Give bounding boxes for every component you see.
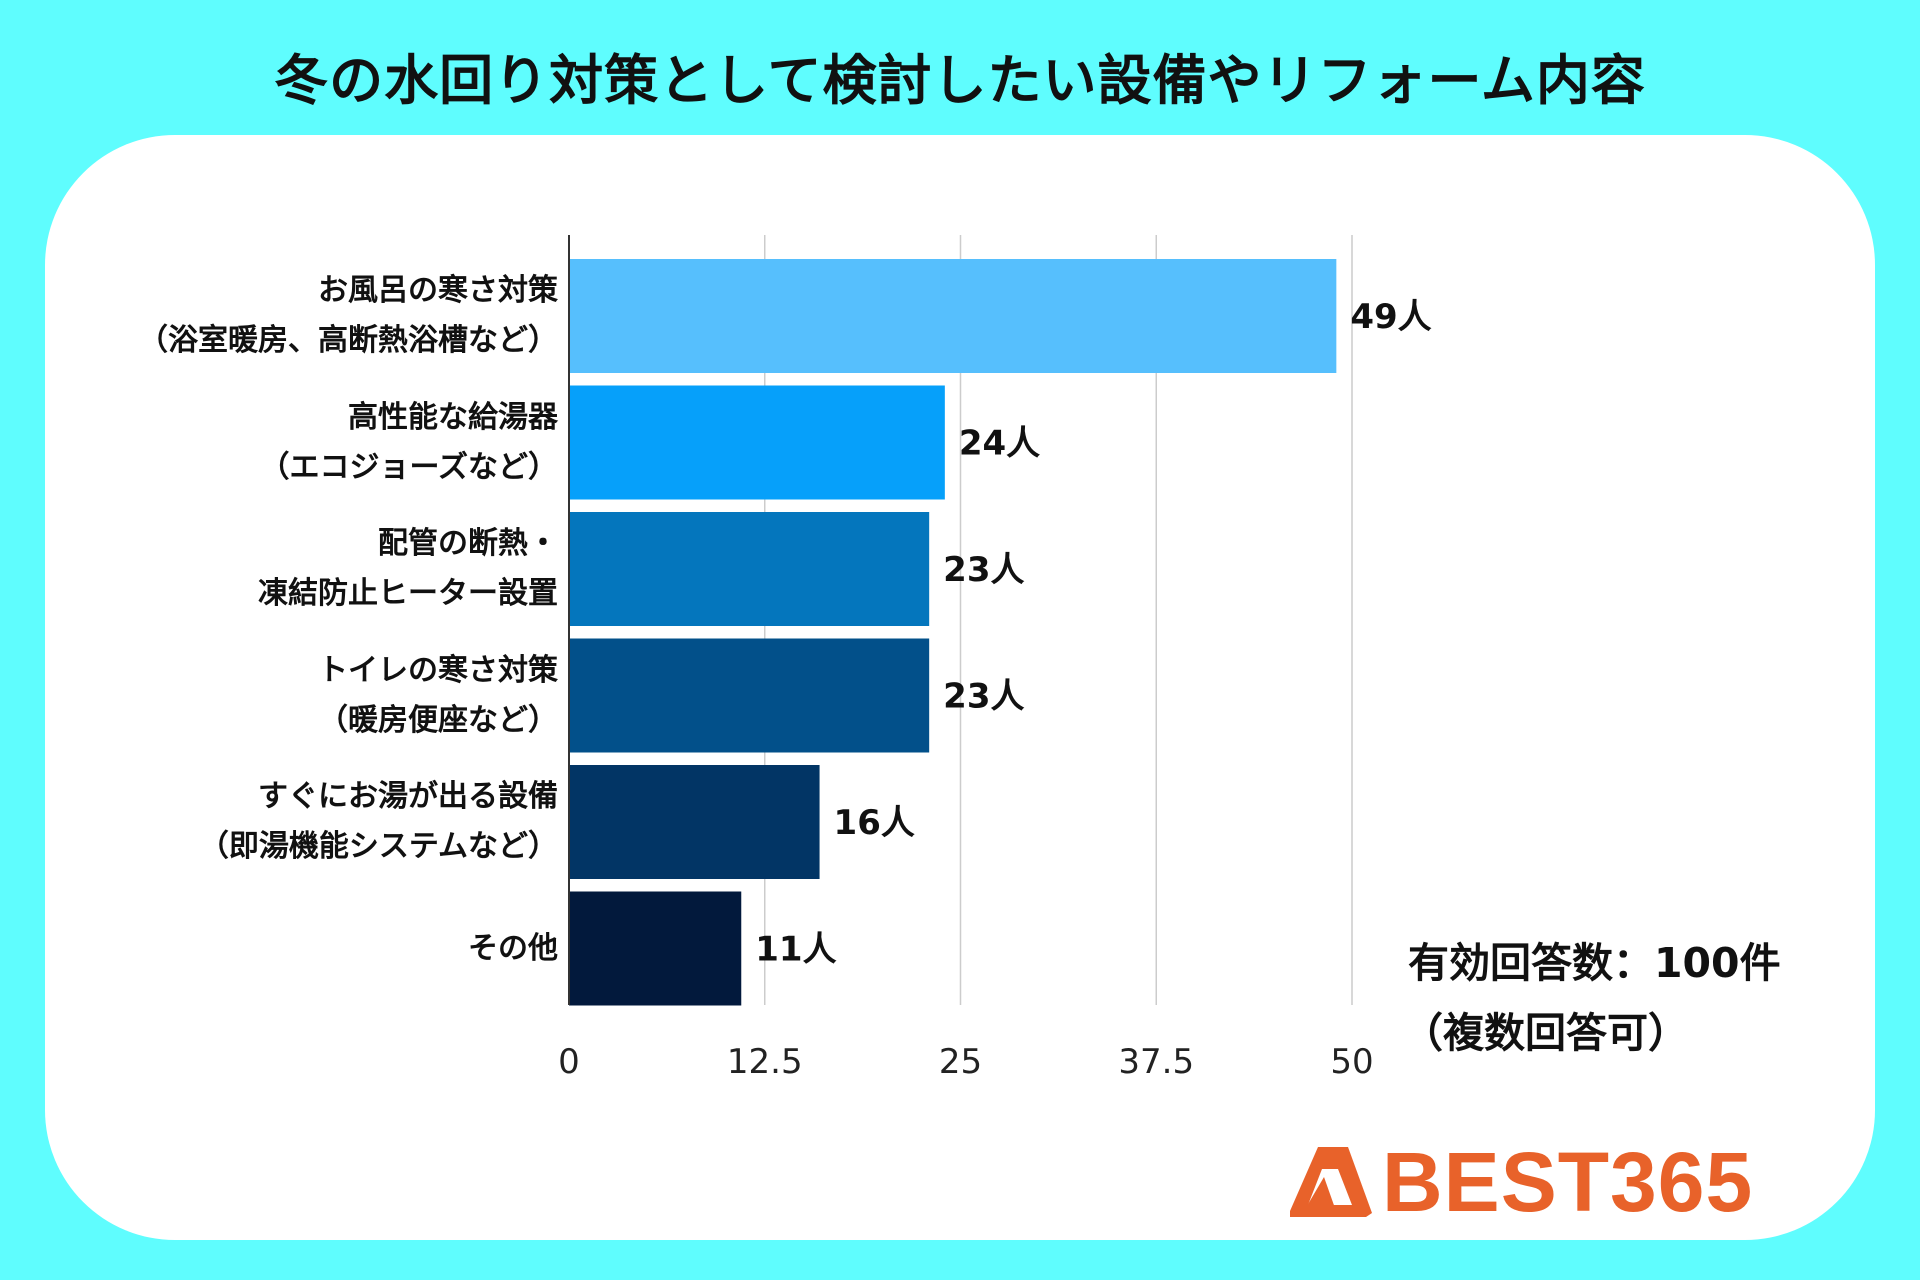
x-tick-label: 12.5 bbox=[727, 1042, 803, 1082]
response-multiple: （複数回答可） bbox=[1402, 1009, 1689, 1057]
y-tick-label-line: （浴室暖房、高断熱浴槽など） bbox=[138, 323, 558, 358]
data-label: 16人 bbox=[834, 803, 915, 843]
data-label: 11人 bbox=[755, 930, 836, 970]
brand-name: BEST365 bbox=[1382, 1135, 1754, 1229]
y-tick-label-line: 凍結防止ヒーター設置 bbox=[258, 576, 558, 611]
y-tick-label-line: （暖房便座など） bbox=[318, 702, 558, 738]
y-tick-label-line: その他 bbox=[468, 930, 558, 966]
y-tick-label: トイレの寒さ対策 （暖房便座など） bbox=[318, 646, 558, 746]
bar bbox=[569, 512, 930, 626]
brand-logo: BEST365 bbox=[1290, 1135, 1754, 1229]
y-tick-label: お風呂の寒さ対策 （浴室暖房、高断熱浴槽など） bbox=[138, 266, 558, 366]
bar bbox=[569, 259, 1337, 373]
x-tick-label: 25 bbox=[939, 1042, 982, 1082]
bar bbox=[569, 385, 945, 500]
y-tick-label: 配管の断熱・凍結防止ヒーター設置 bbox=[258, 519, 558, 619]
bar bbox=[569, 891, 742, 1006]
y-tick-label-line: すぐにお湯が出る設備 bbox=[258, 779, 558, 814]
y-tick-label-line: トイレの寒さ対策 bbox=[318, 652, 558, 688]
x-tick-label: 0 bbox=[558, 1042, 580, 1082]
response-note: 有効回答数：100件 （複数回答可） bbox=[1402, 928, 1781, 1068]
y-tick-label: その他 bbox=[468, 924, 558, 974]
y-tick-label-line: （即湯機能システムなど） bbox=[198, 829, 558, 864]
data-label: 23人 bbox=[943, 550, 1024, 590]
x-tick-label: 50 bbox=[1330, 1042, 1373, 1082]
y-tick-label-line: 高性能な給湯器 bbox=[348, 399, 558, 435]
chart-title: 冬の水回り対策として検討したい設備やリフォーム内容 bbox=[274, 49, 1646, 112]
y-tick-label-line: お風呂の寒さ対策 bbox=[318, 273, 558, 308]
y-tick-label-line: 配管の断熱・ bbox=[378, 526, 558, 561]
bar bbox=[569, 765, 820, 879]
y-tick-label: すぐにお湯が出る設備 （即湯機能システムなど） bbox=[199, 772, 558, 872]
response-count: 有効回答数：100件 bbox=[1408, 939, 1781, 987]
y-tick-label: 高性能な給湯器 （エコジョーズなど） bbox=[260, 393, 559, 493]
data-label: 49人 bbox=[1350, 297, 1431, 337]
x-tick-label: 37.5 bbox=[1118, 1042, 1194, 1082]
bar bbox=[569, 638, 930, 753]
y-tick-label-line: （エコジョーズなど） bbox=[259, 449, 559, 485]
data-label: 24人 bbox=[959, 424, 1040, 464]
brand-mark-icon bbox=[1290, 1147, 1372, 1217]
data-label: 23人 bbox=[943, 677, 1024, 717]
